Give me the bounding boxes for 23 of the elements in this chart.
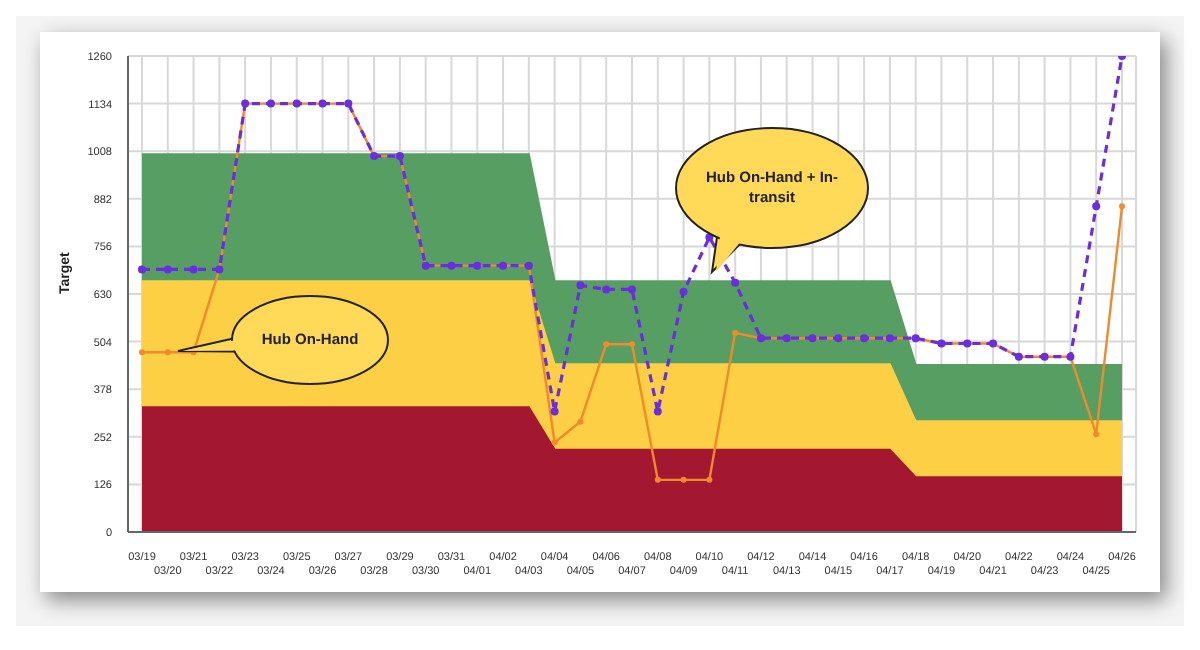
point: [679, 287, 688, 296]
point: [1092, 202, 1101, 211]
point: [189, 265, 198, 274]
point: [551, 439, 558, 446]
point: [576, 281, 585, 290]
point: [602, 285, 611, 294]
point: [550, 407, 559, 416]
point: [1093, 431, 1100, 438]
point: [1119, 203, 1125, 210]
point: [731, 278, 740, 287]
point: [654, 476, 661, 483]
point: [164, 349, 171, 356]
point: [680, 476, 687, 483]
point: [577, 418, 584, 425]
point: [138, 265, 146, 274]
point: [653, 407, 662, 416]
point: [603, 341, 610, 348]
point: [628, 285, 636, 294]
point: [706, 476, 713, 483]
point: [163, 265, 172, 274]
line-series: [139, 102, 1125, 483]
point: [139, 349, 145, 356]
point: [629, 341, 635, 348]
